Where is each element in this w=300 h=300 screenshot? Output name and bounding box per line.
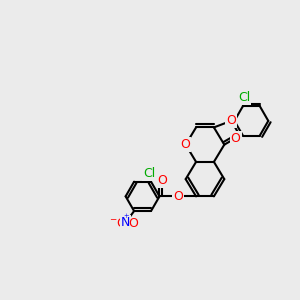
Text: O: O <box>226 114 236 128</box>
Text: O: O <box>128 217 138 230</box>
Text: Cl: Cl <box>238 92 250 104</box>
Text: O: O <box>180 138 190 151</box>
Text: O: O <box>173 190 183 203</box>
Text: N: N <box>121 216 130 229</box>
Text: $^{+}$: $^{+}$ <box>123 213 130 223</box>
Text: O: O <box>231 132 241 145</box>
Text: O: O <box>157 174 167 188</box>
Text: Cl: Cl <box>143 167 156 180</box>
Text: $^{-}$O: $^{-}$O <box>109 217 128 230</box>
